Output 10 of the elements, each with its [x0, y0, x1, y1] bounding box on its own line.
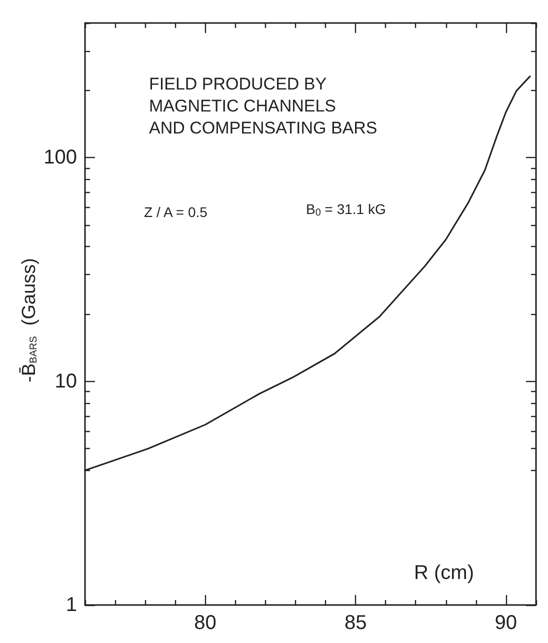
text: FIELD PRODUCED BY MAGNETIC CHANNELS AND COMPENSATING BARS: [149, 74, 378, 138]
y-tick-label: 10: [54, 370, 77, 392]
y-axis-title: -B̄BARS (Gauss): [19, 258, 40, 382]
y-tick-label: 1: [66, 594, 77, 616]
x-tick-label: 85: [344, 612, 367, 634]
x-tick-label: 90: [494, 612, 518, 634]
y-tick-label: 100: [44, 146, 77, 169]
annotation: Z / A = 0.5: [144, 204, 208, 220]
x-tick-label: 80: [194, 612, 216, 634]
x-axis-title: R (cm): [414, 562, 474, 584]
